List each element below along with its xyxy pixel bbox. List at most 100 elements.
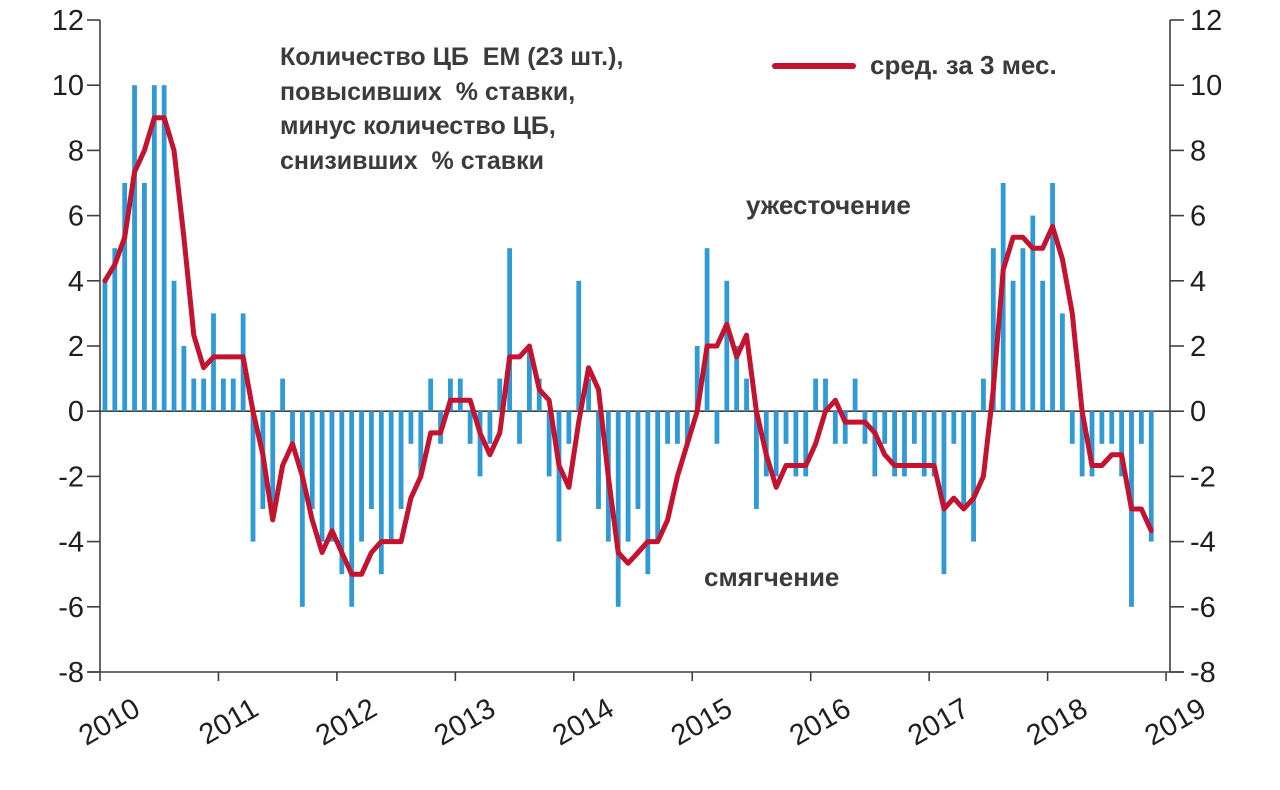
- avg-3m-line: [102, 115, 1154, 577]
- y-tick-label-left: 8: [68, 135, 84, 167]
- y-tick-label-left: 6: [68, 201, 84, 233]
- legend-label: сред. за 3 мес.: [870, 50, 1057, 80]
- x-tick-label: 2012: [311, 692, 383, 752]
- y-tick-label-left: 4: [68, 266, 84, 298]
- y-tick-label-right: -2: [1190, 461, 1216, 493]
- bar: [517, 411, 522, 444]
- bar: [911, 411, 917, 444]
- y-tick-label-right: 4: [1190, 266, 1206, 298]
- bar: [102, 280, 108, 412]
- x-tick-label: 2017: [903, 692, 975, 752]
- y-tick-label-left: -2: [58, 461, 84, 493]
- chart-description: Количество ЦБ ЕМ (23 шт.), повысивших % …: [280, 43, 624, 175]
- bar: [151, 85, 157, 412]
- bar: [1148, 411, 1154, 542]
- bar: [398, 411, 404, 509]
- bar: [181, 346, 187, 412]
- bar: [428, 378, 434, 412]
- bar: [645, 411, 651, 575]
- bar: [684, 411, 690, 444]
- bar: [803, 411, 809, 477]
- bar: [951, 411, 957, 444]
- bar: [230, 378, 236, 412]
- y-tick-label-left: 2: [68, 331, 84, 363]
- bar: [941, 411, 947, 575]
- bar: [1030, 215, 1036, 412]
- bar: [211, 313, 216, 412]
- bar: [270, 411, 276, 509]
- bar: [161, 85, 167, 412]
- bar: [744, 378, 749, 412]
- y-tick-label-right: 8: [1190, 135, 1206, 167]
- bar: [931, 411, 937, 477]
- bar: [132, 85, 137, 412]
- tightening-label: ужесточение: [746, 190, 911, 220]
- bar: [892, 411, 897, 477]
- bar: [299, 411, 305, 607]
- bar: [852, 378, 858, 412]
- bar: [1069, 411, 1075, 444]
- legend-line-swatch: [772, 62, 856, 69]
- x-tick-label: 2011: [194, 692, 264, 751]
- bar: [576, 280, 582, 412]
- bar: [1119, 411, 1125, 477]
- bar: [388, 411, 394, 542]
- bar: [832, 411, 838, 444]
- y-tick-label-right: -6: [1190, 592, 1216, 624]
- bar: [961, 411, 967, 509]
- y-axis-labels: 12 12 10 10 8 8 6 6 4 4 2 2 0 0 -2 -2 -4 -4 -6 -6 -8 -8: [52, 5, 1223, 689]
- bar: [507, 248, 513, 412]
- monthly-bars: [102, 85, 1154, 607]
- bar: [704, 248, 710, 412]
- bar: [990, 248, 996, 412]
- legend: сред. за 3 мес.: [772, 50, 1057, 81]
- y-tick-label-left: 0: [68, 396, 84, 428]
- bar: [783, 411, 789, 444]
- bar: [526, 346, 532, 412]
- x-tick-label: 2013: [429, 692, 501, 752]
- y-tick-label-right: -8: [1190, 657, 1216, 689]
- bar: [675, 411, 680, 444]
- x-tick-label: 2016: [784, 692, 856, 752]
- bar: [467, 411, 473, 444]
- bar: [339, 411, 345, 575]
- y-tick-label-right: 0: [1190, 396, 1206, 428]
- bar: [1060, 313, 1065, 412]
- y-tick-label-left: -6: [58, 592, 84, 624]
- bar: [457, 378, 463, 412]
- bar: [497, 378, 503, 412]
- bar: [1050, 183, 1055, 412]
- bar: [309, 411, 315, 509]
- y-tick-label-left: 10: [52, 70, 84, 102]
- bar: [191, 378, 197, 412]
- bar: [714, 411, 720, 444]
- bar: [220, 378, 226, 412]
- y-tick-label-right: 6: [1190, 201, 1206, 233]
- bar: [280, 378, 286, 412]
- bar: [635, 411, 641, 509]
- x-tick-label: 2014: [547, 692, 619, 752]
- bar: [329, 411, 335, 542]
- bar: [734, 346, 740, 412]
- y-tick-label-right: 12: [1190, 5, 1222, 37]
- y-tick-label-right: 2: [1190, 331, 1206, 363]
- x-axis-labels: 2010 2011 2012 2013 2014 2015 2016 2017 2018 2019: [74, 672, 1212, 752]
- bar: [250, 411, 256, 542]
- bar: [408, 411, 414, 444]
- bar: [1089, 411, 1095, 477]
- bar: [112, 248, 118, 412]
- bar: [665, 411, 670, 444]
- bar: [872, 411, 878, 477]
- bar: [566, 411, 572, 444]
- bar: [842, 411, 848, 444]
- bar: [1109, 411, 1115, 444]
- bar: [823, 378, 828, 412]
- easing-label: смягчение: [704, 562, 840, 592]
- bar: [556, 411, 562, 542]
- x-tick-label: 2018: [1021, 692, 1093, 752]
- y-tick-label-right: 10: [1190, 70, 1222, 102]
- bar: [171, 280, 177, 412]
- bar: [655, 411, 661, 542]
